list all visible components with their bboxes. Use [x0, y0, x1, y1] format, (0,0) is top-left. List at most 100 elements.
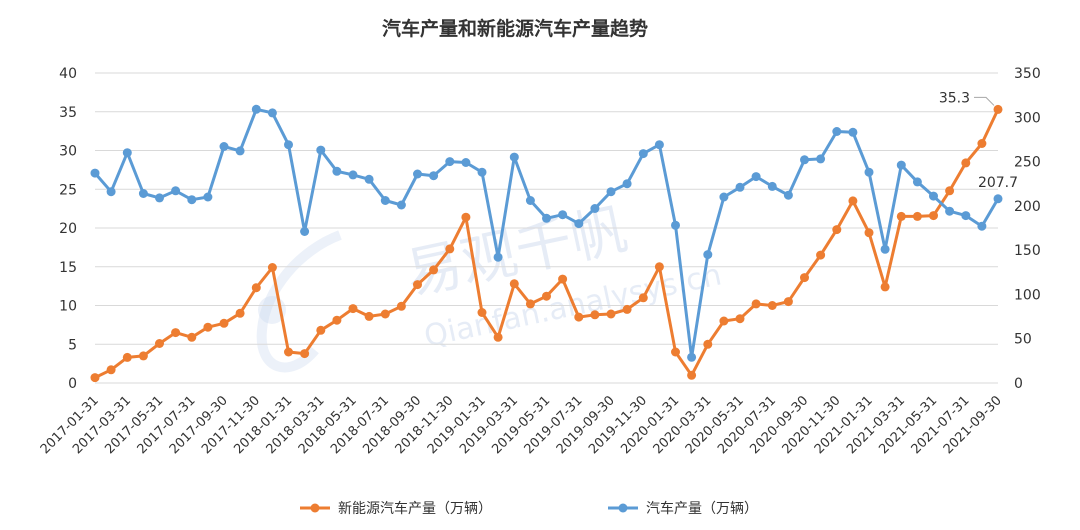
data-point [267, 263, 277, 272]
data-point [106, 187, 116, 197]
data-point [767, 181, 777, 191]
y-axis-left: 0 5 10 15 20 25 30 35 40 [59, 66, 77, 392]
data-point [332, 315, 342, 325]
y-tick-label-right: 150 [1014, 243, 1041, 259]
data-point [671, 347, 680, 357]
data-point [719, 192, 729, 202]
data-point [912, 177, 922, 187]
data-point [445, 244, 455, 254]
data-point [477, 167, 487, 177]
data-point [880, 244, 890, 254]
data-point [396, 200, 406, 210]
data-point [961, 211, 971, 221]
data-point [364, 311, 374, 321]
data-point [896, 160, 906, 170]
data-point [332, 166, 342, 176]
data-point [832, 225, 842, 235]
data-point [493, 332, 503, 342]
data-point [606, 187, 616, 197]
data-point [961, 158, 971, 168]
y-tick-label-left: 10 [59, 299, 77, 315]
data-point [654, 140, 664, 150]
data-point [896, 211, 906, 221]
chart-title: 汽车产量和新能源汽车产量趋势 [382, 17, 648, 40]
legend: 新能源汽车产量（万辆） 汽车产量（万辆） [300, 500, 758, 517]
data-point [800, 273, 809, 283]
data-point [671, 220, 680, 230]
data-point [977, 139, 987, 148]
data-point [638, 149, 648, 159]
data-point [300, 227, 310, 236]
data-point [171, 186, 181, 196]
data-point [542, 291, 551, 301]
data-point [703, 339, 713, 349]
legend-item-auto[interactable]: 汽车产量（万辆） [608, 500, 758, 517]
data-point [138, 351, 148, 361]
data-point [90, 168, 100, 178]
data-point [122, 148, 132, 158]
data-point [783, 297, 793, 307]
grid-lines [95, 72, 998, 384]
data-point [816, 250, 826, 260]
data-point [751, 299, 761, 309]
data-point [219, 142, 229, 151]
data-point [90, 373, 100, 383]
y-tick-label-right: 350 [1014, 66, 1041, 82]
data-point [106, 365, 116, 375]
data-point [993, 104, 1003, 114]
data-point [251, 104, 261, 114]
legend-item-new-energy[interactable]: 新能源汽车产量（万辆） [300, 500, 492, 517]
data-point [396, 301, 406, 311]
data-point [929, 191, 938, 201]
y-tick-label-left: 5 [68, 337, 77, 353]
data-point [413, 280, 422, 290]
data-point [429, 171, 439, 181]
y-axis-right: 0 50 100 150 200 250 300 350 [1014, 66, 1041, 392]
data-point [735, 182, 745, 192]
data-point [300, 349, 310, 359]
data-point [558, 210, 568, 220]
data-point [590, 204, 600, 213]
data-point [800, 155, 809, 165]
data-point [155, 339, 164, 348]
data-point [590, 310, 600, 320]
data-point [284, 140, 293, 150]
data-point [203, 322, 213, 332]
data-point [977, 221, 987, 231]
data-point [864, 167, 874, 177]
legend-label-auto: 汽车产量（万辆） [646, 500, 758, 517]
data-point [235, 146, 245, 156]
data-point [993, 194, 1003, 204]
data-point [429, 265, 439, 275]
data-point [638, 293, 648, 303]
data-point [735, 314, 745, 324]
data-point [122, 352, 132, 362]
data-point [929, 211, 938, 221]
annotation-label: 207.7 [978, 175, 1018, 191]
data-point [606, 309, 616, 319]
data-point [316, 145, 326, 155]
y-tick-label-right: 100 [1014, 287, 1041, 303]
data-point [219, 318, 229, 328]
y-tick-label-left: 30 [59, 144, 77, 160]
series-new-energy [90, 104, 1003, 383]
legend-dot-new-energy [310, 503, 320, 513]
annotation-label: 35.3 [939, 90, 970, 106]
data-point [945, 206, 955, 216]
data-point [267, 108, 277, 118]
data-point [187, 195, 197, 205]
data-point [848, 196, 858, 206]
y-tick-label-right: 250 [1014, 155, 1041, 171]
data-point [171, 328, 181, 338]
y-tick-label-left: 40 [59, 66, 77, 82]
data-point [687, 370, 697, 380]
data-point [751, 172, 761, 182]
data-point [783, 190, 793, 200]
y-tick-label-left: 15 [59, 260, 77, 276]
data-point [703, 250, 713, 260]
data-point [654, 262, 664, 272]
data-point [187, 332, 197, 342]
series-auto [90, 104, 1003, 362]
data-point [574, 219, 584, 229]
